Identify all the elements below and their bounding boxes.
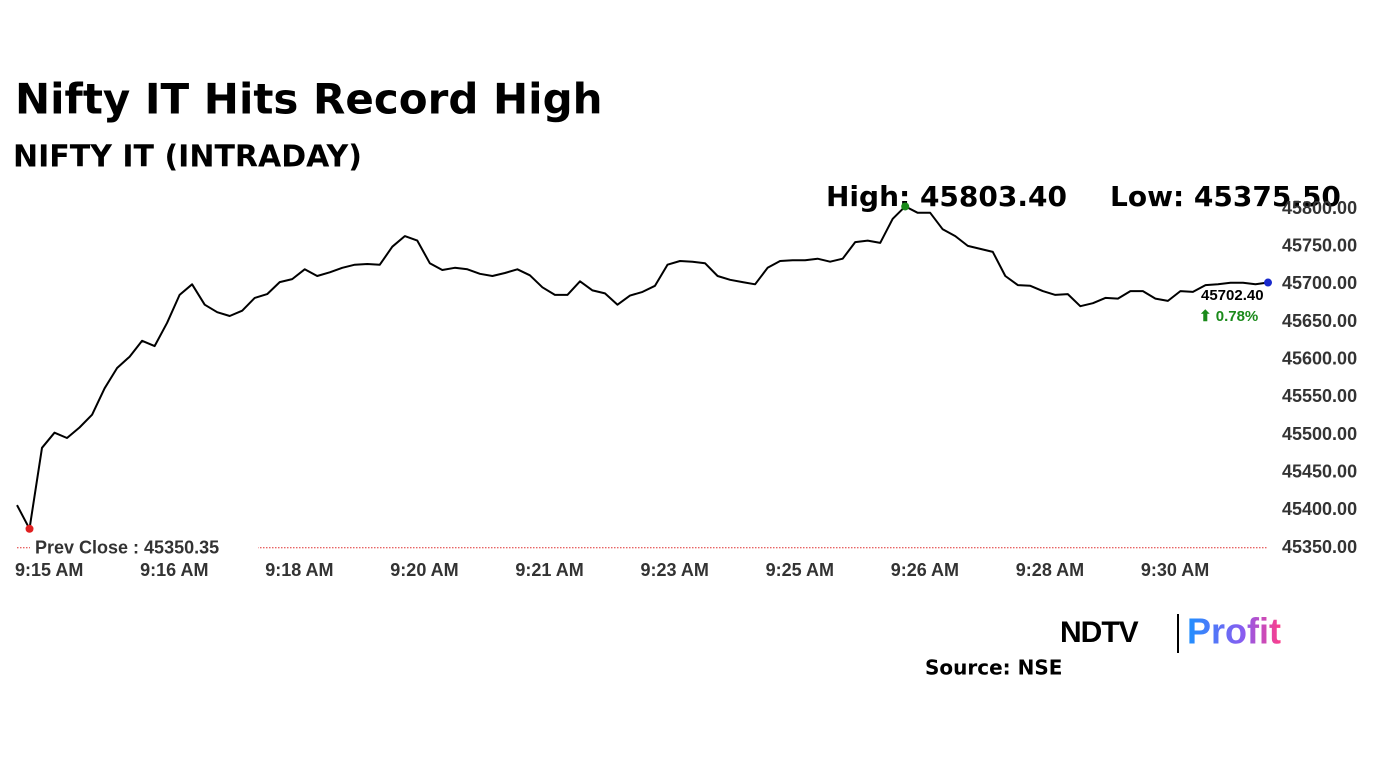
y-tick-label: 45650.00 (1282, 311, 1357, 331)
y-tick-label: 45450.00 (1282, 461, 1357, 481)
chart-title: Nifty IT Hits Record High (15, 75, 603, 124)
y-tick-label: 45750.00 (1282, 235, 1357, 255)
x-tick-label: 9:25 AM (766, 560, 834, 580)
brand-logo: NDTV (1060, 616, 1139, 649)
low-annotation: Low: 45375.50 (1110, 180, 1341, 213)
x-tick-label: 9:18 AM (265, 560, 333, 580)
product-logo: Profit (1187, 611, 1281, 652)
last-marker (1264, 278, 1272, 287)
low-marker (25, 524, 34, 533)
y-tick-label: 45500.00 (1282, 424, 1357, 444)
x-tick-label: 9:20 AM (390, 560, 458, 580)
x-tick-label: 9:23 AM (641, 560, 709, 580)
last-value-label: 45702.40 (1201, 287, 1264, 304)
y-tick-label: 45550.00 (1282, 386, 1357, 406)
y-tick-label: 45600.00 (1282, 348, 1357, 368)
high-annotation: High: 45803.40 (826, 180, 1067, 213)
source-note: Source: NSE (925, 656, 1062, 680)
x-tick-label: 9:16 AM (140, 560, 208, 580)
x-tick-label: 9:28 AM (1016, 560, 1084, 580)
x-tick-label: 9:15 AM (15, 560, 83, 580)
x-tick-label: 9:30 AM (1141, 560, 1209, 580)
x-tick-label: 9:26 AM (891, 560, 959, 580)
x-tick-label: 9:21 AM (515, 560, 583, 580)
high-marker (901, 202, 910, 211)
reference-label-bg (30, 536, 258, 557)
change-label: ⬆ 0.78% (1199, 308, 1258, 325)
y-tick-label: 45350.00 (1282, 537, 1357, 557)
reference-label: Prev Close : 45350.35 (35, 537, 219, 557)
price-line (16, 205, 1269, 530)
y-tick-label: 45400.00 (1282, 499, 1357, 519)
y-tick-label: 45700.00 (1282, 273, 1357, 293)
y-tick-label: 45800.00 (1282, 198, 1357, 218)
chart-subtitle: NIFTY IT (INTRADAY) (13, 140, 362, 175)
